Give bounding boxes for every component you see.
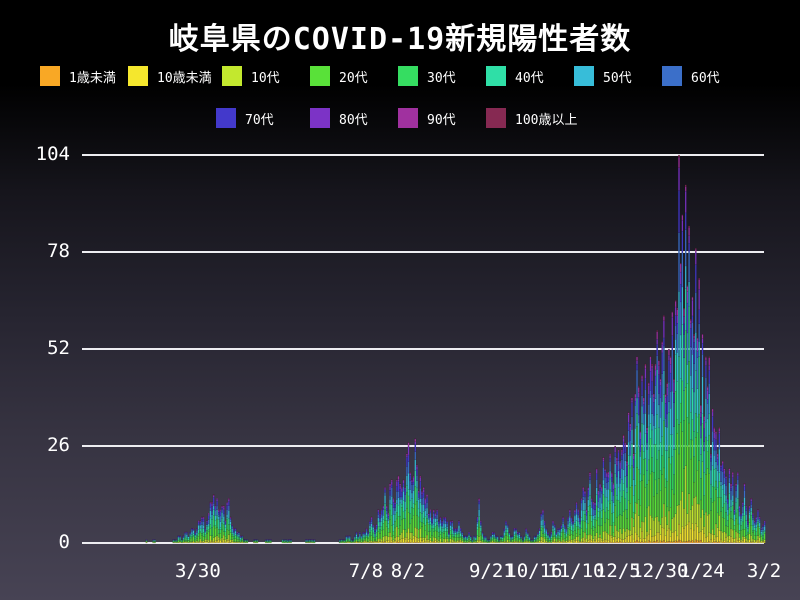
- y-tick-label-78: 78: [47, 240, 70, 262]
- y-tick-label-104: 104: [35, 143, 70, 165]
- x-tick-label-11-10: 11/10: [547, 560, 605, 582]
- x-tick-label-7-8: 7/8: [348, 560, 384, 582]
- x-tick-label-12-30: 12/30: [631, 560, 689, 582]
- y-tick-label-26: 26: [47, 434, 70, 456]
- y-tick-label-52: 52: [47, 337, 70, 359]
- x-tick-label-3-30: 3/30: [175, 560, 221, 582]
- x-tick-label-1-24: 1/24: [678, 560, 725, 582]
- y-tick-label-0: 0: [58, 531, 70, 553]
- x-tick-label-3-2: 3/2: [746, 560, 782, 582]
- x-tick-label-12-5: 12/5: [594, 560, 641, 582]
- x-tick-label-8-2: 8/2: [390, 560, 426, 582]
- x-tick-label-10-16: 10/16: [505, 560, 563, 582]
- x-tick-label-9-21: 9/21: [468, 560, 515, 582]
